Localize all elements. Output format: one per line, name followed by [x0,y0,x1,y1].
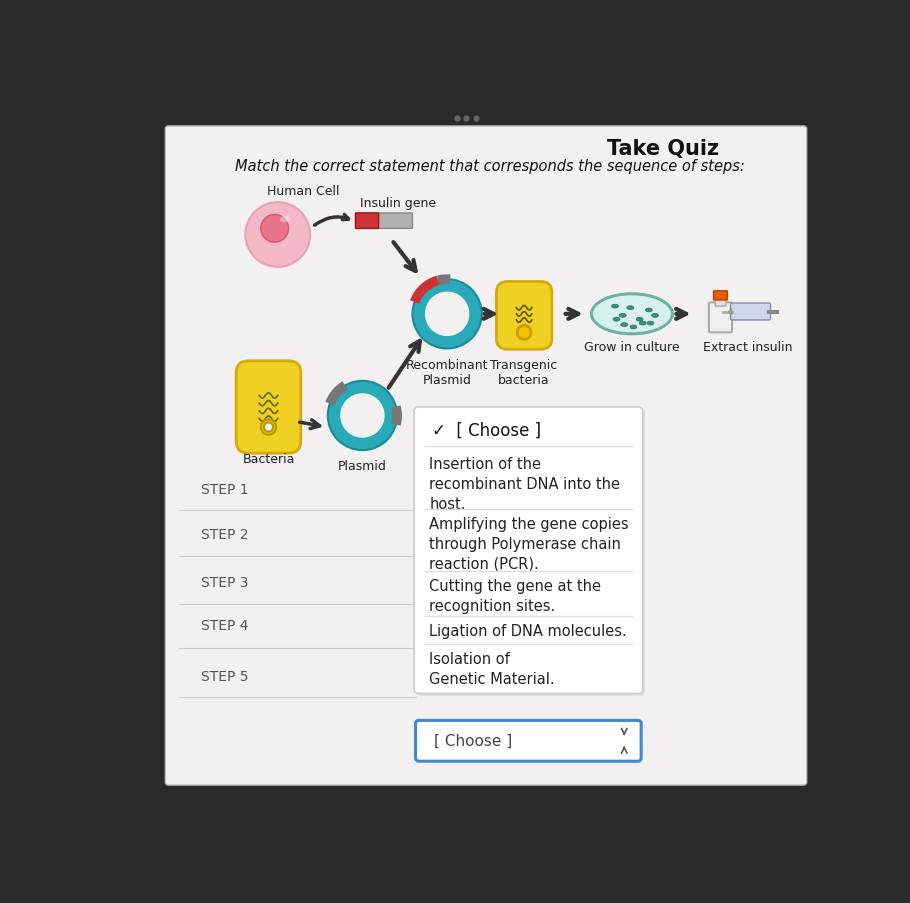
Text: Match the correct statement that corresponds the sequence of steps:: Match the correct statement that corresp… [236,159,745,173]
Circle shape [264,423,273,433]
Circle shape [341,395,384,438]
Polygon shape [728,309,732,315]
FancyBboxPatch shape [713,292,727,301]
Text: Amplifying the gene copies
through Polymerase chain
reaction (PCR).: Amplifying the gene copies through Polym… [430,517,629,572]
FancyBboxPatch shape [414,407,642,694]
FancyBboxPatch shape [237,361,301,453]
Text: ✓  [ Choose ]: ✓ [ Choose ] [432,422,541,440]
FancyBboxPatch shape [731,303,771,321]
FancyBboxPatch shape [356,214,412,229]
Text: STEP 3: STEP 3 [201,575,248,589]
Ellipse shape [621,323,628,327]
Circle shape [261,420,277,435]
FancyBboxPatch shape [417,410,645,696]
Text: Cutting the gene at the
recognition sites.: Cutting the gene at the recognition site… [430,578,602,613]
Text: STEP 2: STEP 2 [201,527,248,542]
Ellipse shape [647,321,654,326]
Ellipse shape [280,217,291,223]
Circle shape [426,293,469,336]
Text: Recombinant
Plasmid: Recombinant Plasmid [406,358,489,386]
FancyBboxPatch shape [416,721,642,761]
FancyBboxPatch shape [709,303,732,333]
Ellipse shape [627,306,634,311]
Text: Human Cell: Human Cell [267,184,339,198]
Circle shape [517,326,531,340]
Ellipse shape [619,314,626,318]
FancyBboxPatch shape [356,214,379,229]
Text: Isolation of
Genetic Material.: Isolation of Genetic Material. [430,651,555,686]
Text: Grow in culture: Grow in culture [584,340,680,354]
Text: Insulin gene: Insulin gene [360,197,436,209]
Ellipse shape [652,314,659,318]
Text: STEP 4: STEP 4 [201,619,248,632]
Text: Extract insulin: Extract insulin [703,340,793,354]
Circle shape [412,280,481,349]
Ellipse shape [613,318,620,321]
Text: Transgenic
bacteria: Transgenic bacteria [490,358,558,386]
Circle shape [261,215,288,243]
Ellipse shape [636,318,643,321]
Ellipse shape [645,309,652,312]
FancyBboxPatch shape [166,126,807,786]
Text: Take Quiz: Take Quiz [607,138,719,158]
Text: [ Choose ]: [ Choose ] [434,733,512,748]
Ellipse shape [612,305,619,309]
Circle shape [246,203,310,267]
Text: Plasmid: Plasmid [338,459,387,472]
Text: Bacteria: Bacteria [242,453,295,466]
FancyBboxPatch shape [497,282,551,349]
Text: Ligation of DNA molecules.: Ligation of DNA molecules. [430,623,627,638]
Circle shape [328,381,397,451]
Text: Insertion of the
recombinant DNA into the
host.: Insertion of the recombinant DNA into th… [430,457,621,511]
Text: STEP 1: STEP 1 [201,482,248,496]
Text: STEP 5: STEP 5 [201,669,248,683]
FancyBboxPatch shape [715,298,726,307]
Ellipse shape [639,321,646,326]
Ellipse shape [592,294,672,334]
Ellipse shape [630,326,637,330]
